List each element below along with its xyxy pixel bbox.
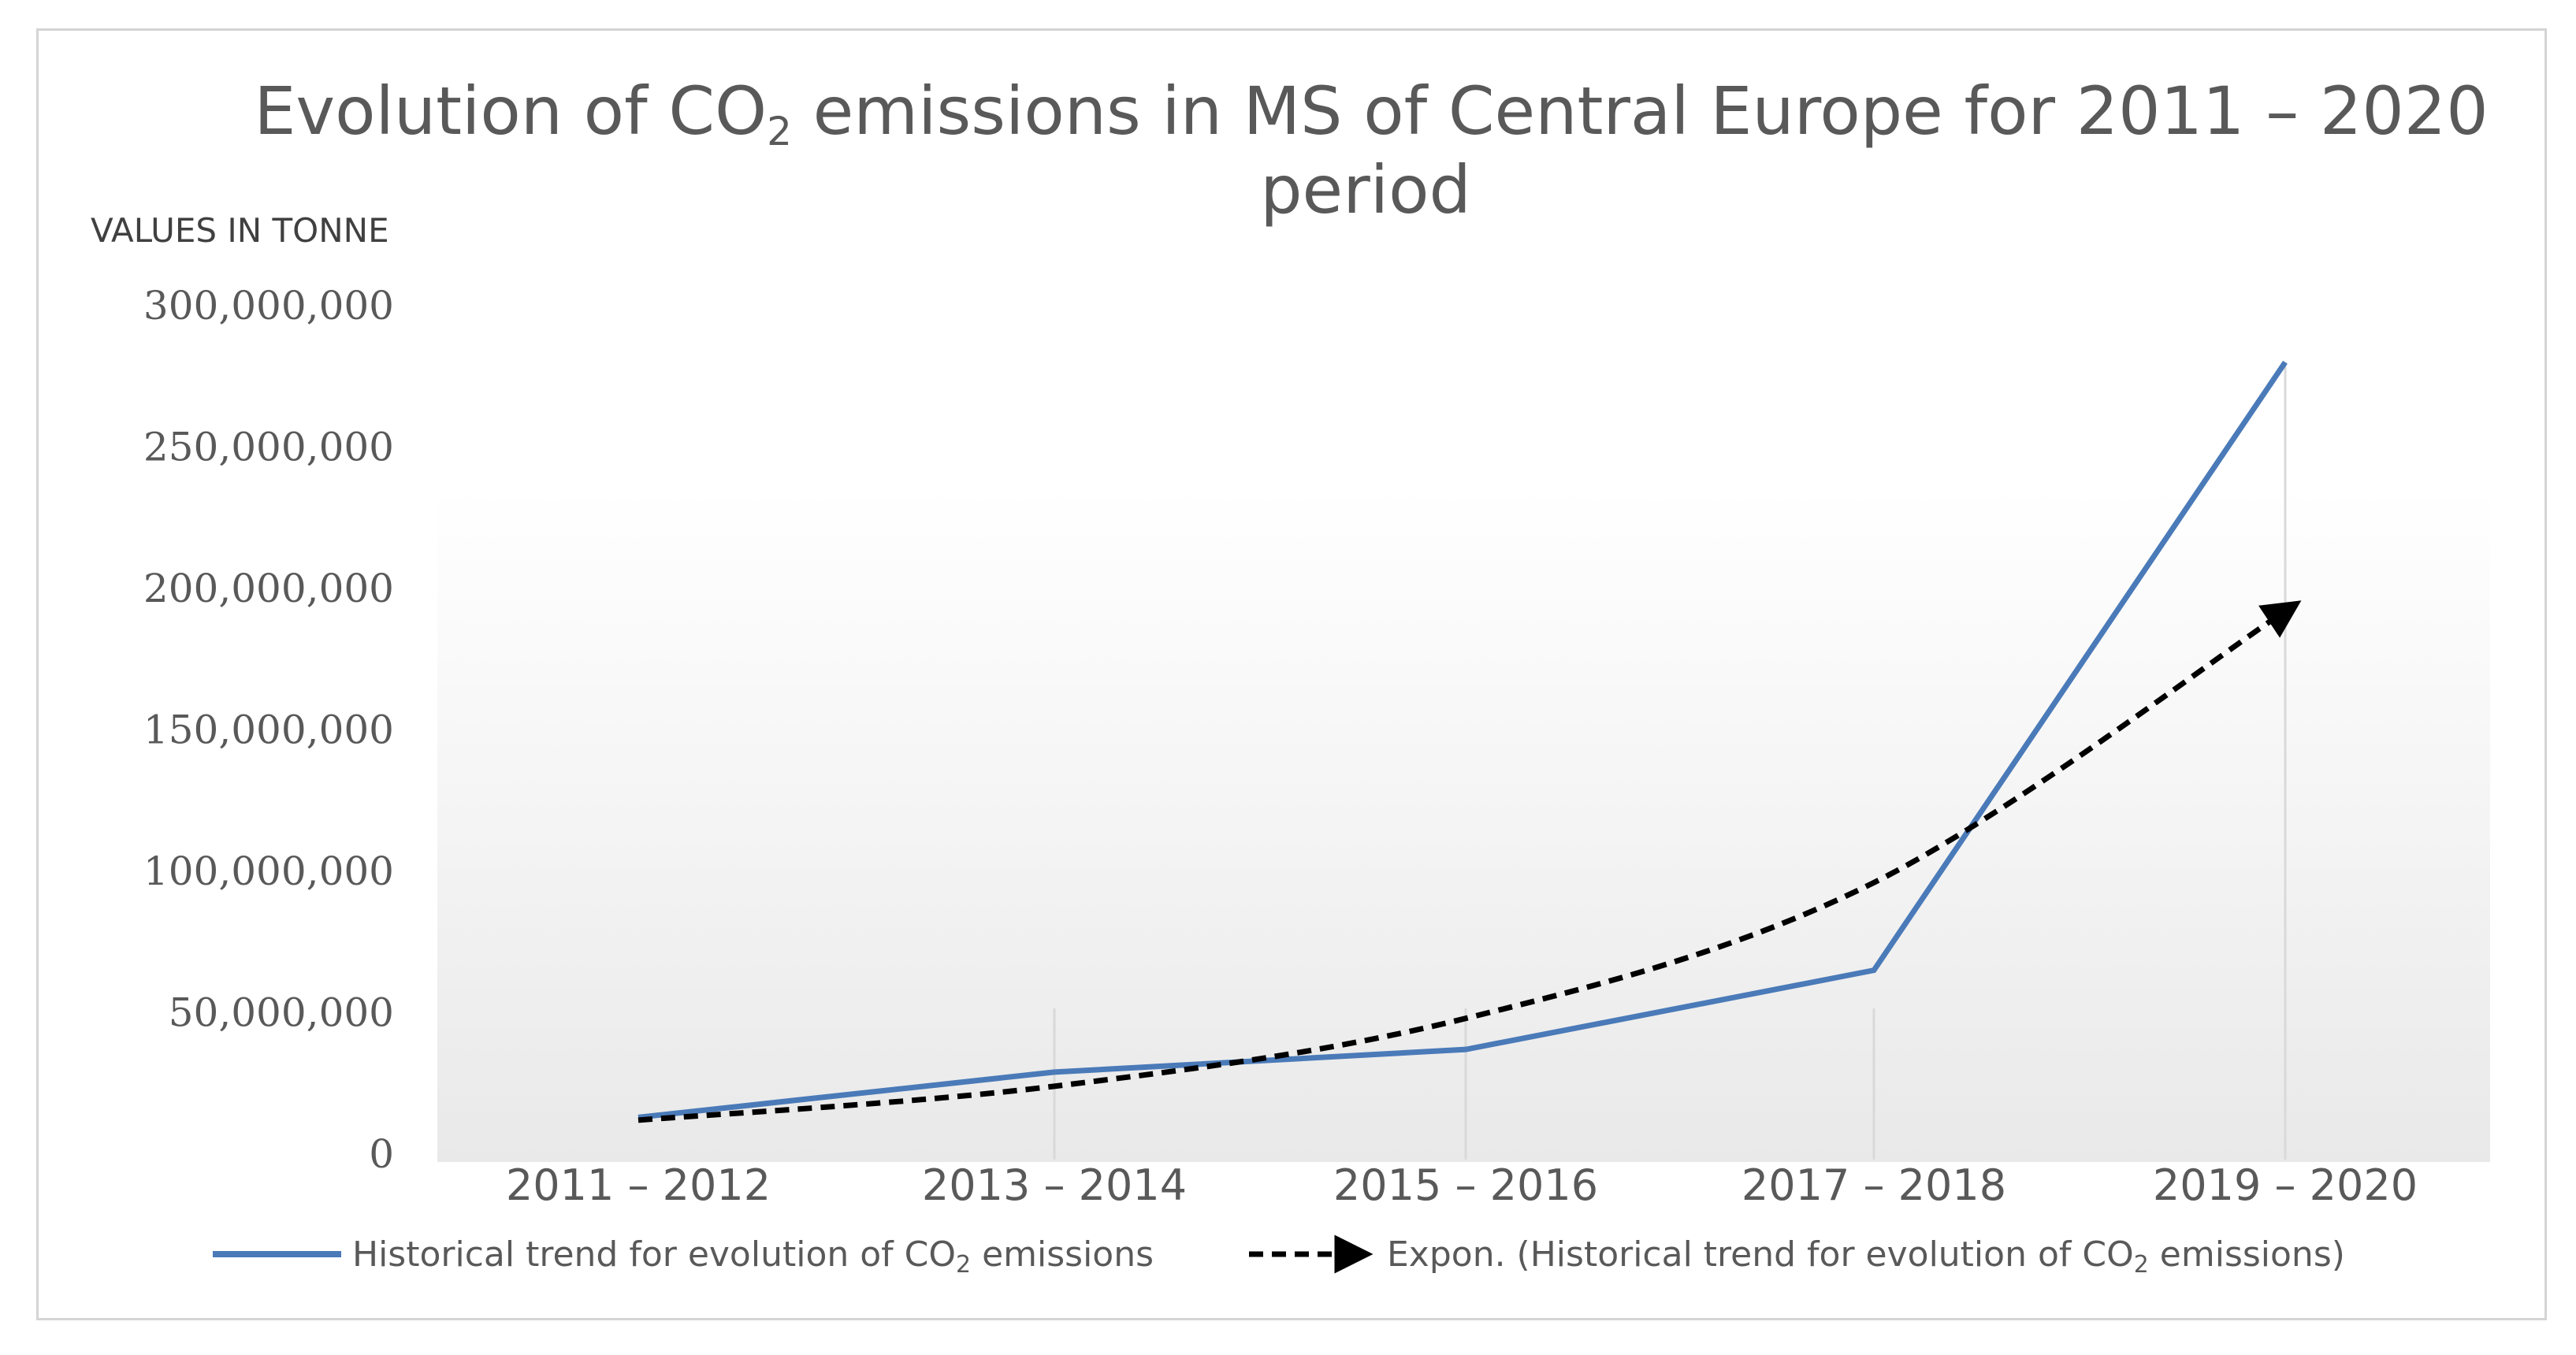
y-tick-label: 300,000,000 [143,283,394,329]
category-gridlines [1053,362,2287,1160]
y-tick-label: 50,000,000 [169,990,394,1036]
series-lines [637,360,2302,1123]
x-tick-labels: 2011 – 2012 2013 – 2014 2015 – 2016 2017 – … [506,1160,2418,1210]
chart-title: Evolution of CO2 emissions in MS of Cent… [254,72,2488,154]
legend: Historical trend for evolution of CO2 em… [213,1234,2345,1279]
y-tick-label: 0 [369,1131,394,1177]
series-line-historical [637,360,2288,1120]
x-tick-label: 2017 – 2018 [1741,1160,2006,1210]
x-tick-label: 2019 – 2020 [2153,1160,2418,1210]
y-tick-labels: 0 50,000,000 100,000,000 150,000,000 200,000… [143,283,394,1177]
plot-area [437,488,2490,1162]
series-line-expon [637,600,2302,1123]
chart-title-line2: period [1260,151,1471,228]
y-tick-label: 250,000,000 [143,425,394,470]
legend-label-historical: Historical trend for evolution of CO2 em… [352,1234,1154,1279]
y-axis-label: VALUES IN TONNE [91,211,389,250]
y-tick-label: 200,000,000 [143,566,394,611]
legend-label-expon: Expon. (Historical trend for evolution o… [1387,1234,2345,1279]
x-tick-label: 2011 – 2012 [506,1160,771,1210]
x-tick-label: 2015 – 2016 [1333,1160,1598,1210]
y-tick-label: 100,000,000 [143,848,394,894]
y-tick-label: 150,000,000 [143,707,394,753]
x-tick-label: 2013 – 2014 [922,1160,1187,1210]
